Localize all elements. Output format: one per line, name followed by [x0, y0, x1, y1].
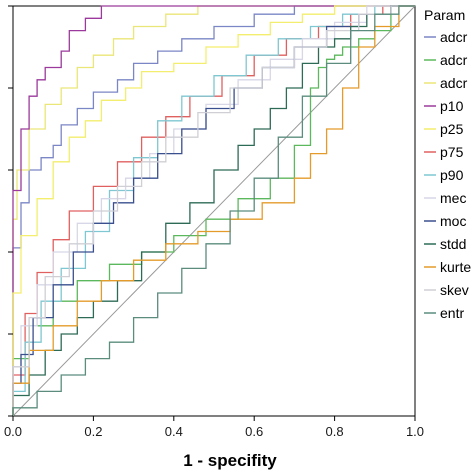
roc-series-10 [12, 5, 415, 416]
x-tick-label: 0.6 [245, 424, 263, 439]
series-layer [12, 5, 415, 416]
x-axis-title: 1 - specifity [183, 451, 277, 470]
x-tick-label: 1.0 [406, 424, 424, 439]
roc-series-12 [12, 5, 415, 416]
x-tick-label: 0.4 [165, 424, 183, 439]
legend-label: p10 [440, 98, 464, 114]
roc-series-4 [12, 5, 415, 396]
legend-title: Param [424, 7, 465, 23]
legend: Param adcr adcr adcr p10 p25 p75 p90 mec moc stdd… [424, 7, 471, 321]
x-tick-label: 0.2 [84, 424, 102, 439]
roc-series-5 [12, 5, 415, 384]
legend-label: skev [440, 282, 469, 298]
roc-series-1 [12, 5, 415, 404]
legend-label: adcr [440, 52, 468, 68]
legend-label: adcr [440, 75, 468, 91]
roc-series-3 [12, 5, 415, 416]
roc-series-13 [12, 5, 415, 416]
legend-label: kurte [440, 259, 471, 275]
legend-label: moc [440, 213, 466, 229]
legend-label: entr [440, 305, 464, 321]
roc-series-7 [12, 5, 415, 416]
legend-label: p25 [440, 121, 464, 137]
legend-label: p75 [440, 144, 464, 160]
x-tick-label: 0.8 [326, 424, 344, 439]
x-tick-label: 0.0 [4, 424, 22, 439]
legend-label: adcr [440, 29, 468, 45]
roc-series-8 [12, 5, 415, 416]
x-axis: 0.0 0.2 0.4 0.6 0.8 1.0 [4, 5, 424, 439]
diagonal-reference-line [12, 5, 416, 417]
legend-label: mec [440, 190, 466, 206]
legend-label: p90 [440, 167, 464, 183]
legend-label: stdd [440, 236, 466, 252]
